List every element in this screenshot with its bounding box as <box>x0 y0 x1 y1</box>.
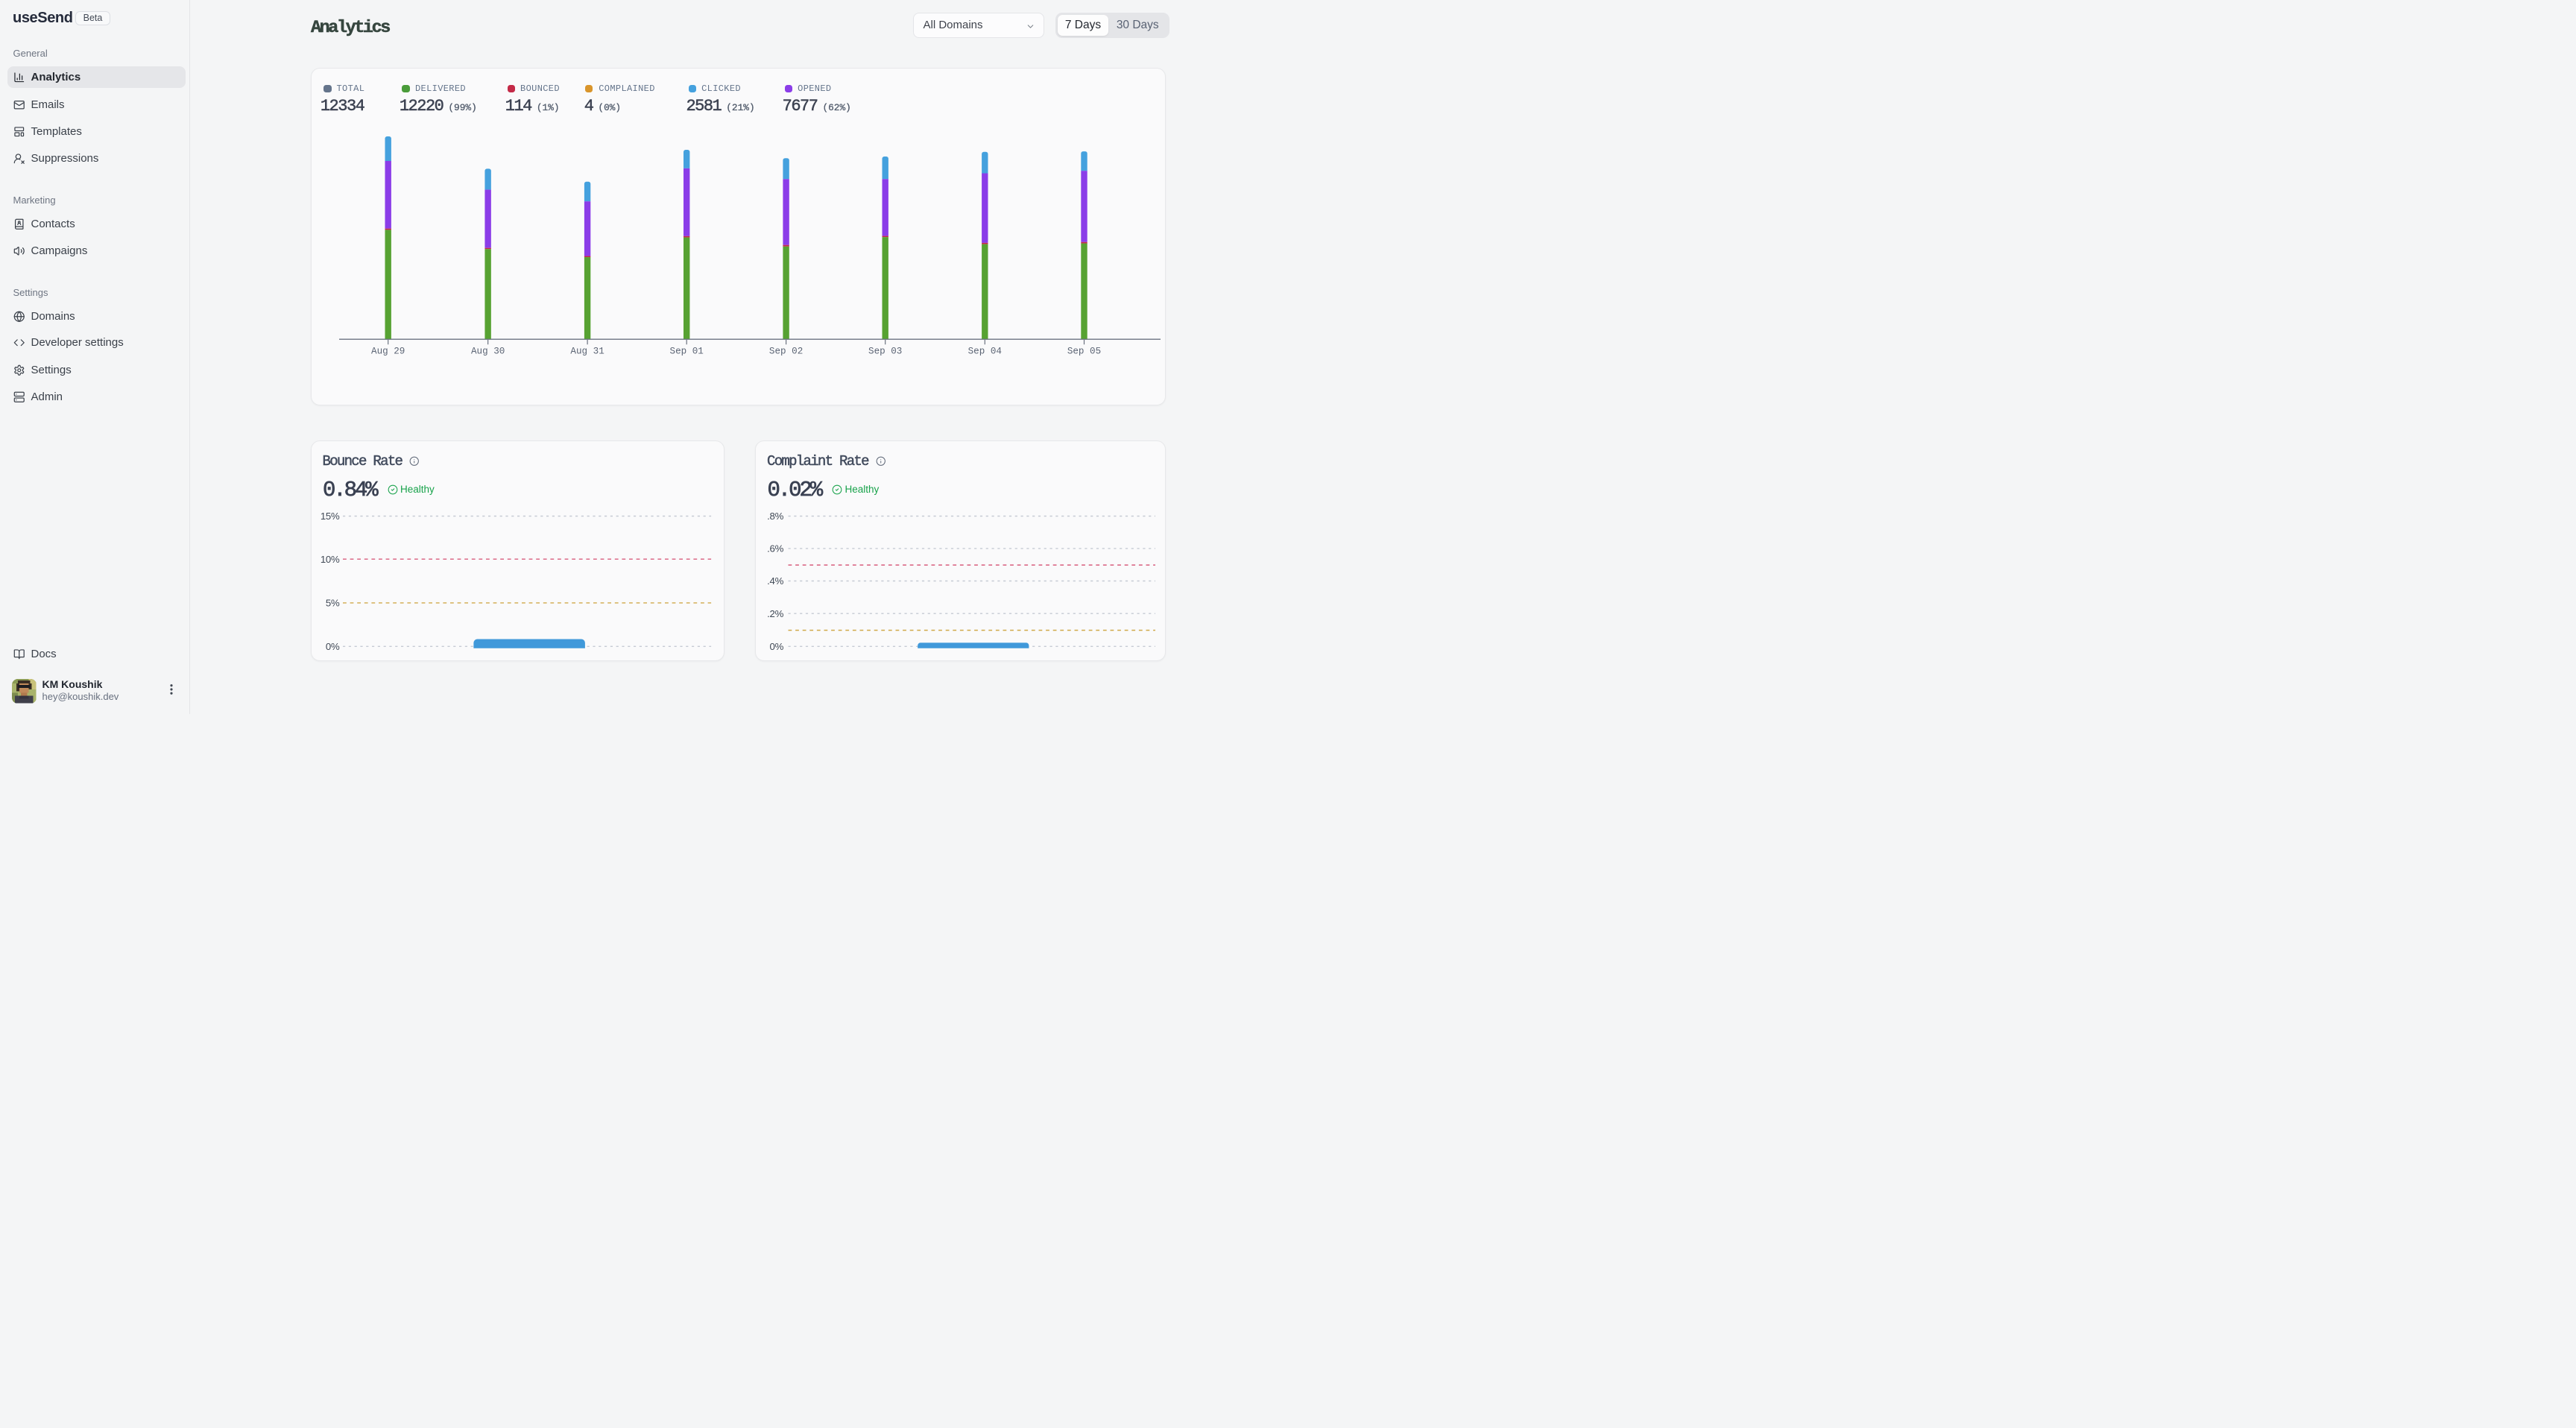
svg-text:.8%: .8% <box>767 511 783 522</box>
svg-text:.2%: .2% <box>767 607 783 619</box>
svg-text:Aug 31: Aug 31 <box>570 347 604 357</box>
svg-text:Aug 29: Aug 29 <box>371 347 405 357</box>
svg-text:5%: 5% <box>325 597 339 608</box>
svg-text:Sep 03: Sep 03 <box>868 347 902 357</box>
svg-text:10%: 10% <box>320 553 339 564</box>
svg-text:Sep 04: Sep 04 <box>967 347 1001 357</box>
svg-text:Sep 05: Sep 05 <box>1067 347 1100 357</box>
svg-text:Sep 01: Sep 01 <box>669 347 703 357</box>
svg-text:Aug 30: Aug 30 <box>470 347 504 357</box>
svg-text:15%: 15% <box>320 511 339 522</box>
svg-text:0%: 0% <box>770 640 784 651</box>
svg-text:0%: 0% <box>325 640 339 651</box>
svg-text:.6%: .6% <box>767 543 783 554</box>
svg-text:Sep 02: Sep 02 <box>768 347 802 357</box>
svg-text:.4%: .4% <box>767 575 783 587</box>
